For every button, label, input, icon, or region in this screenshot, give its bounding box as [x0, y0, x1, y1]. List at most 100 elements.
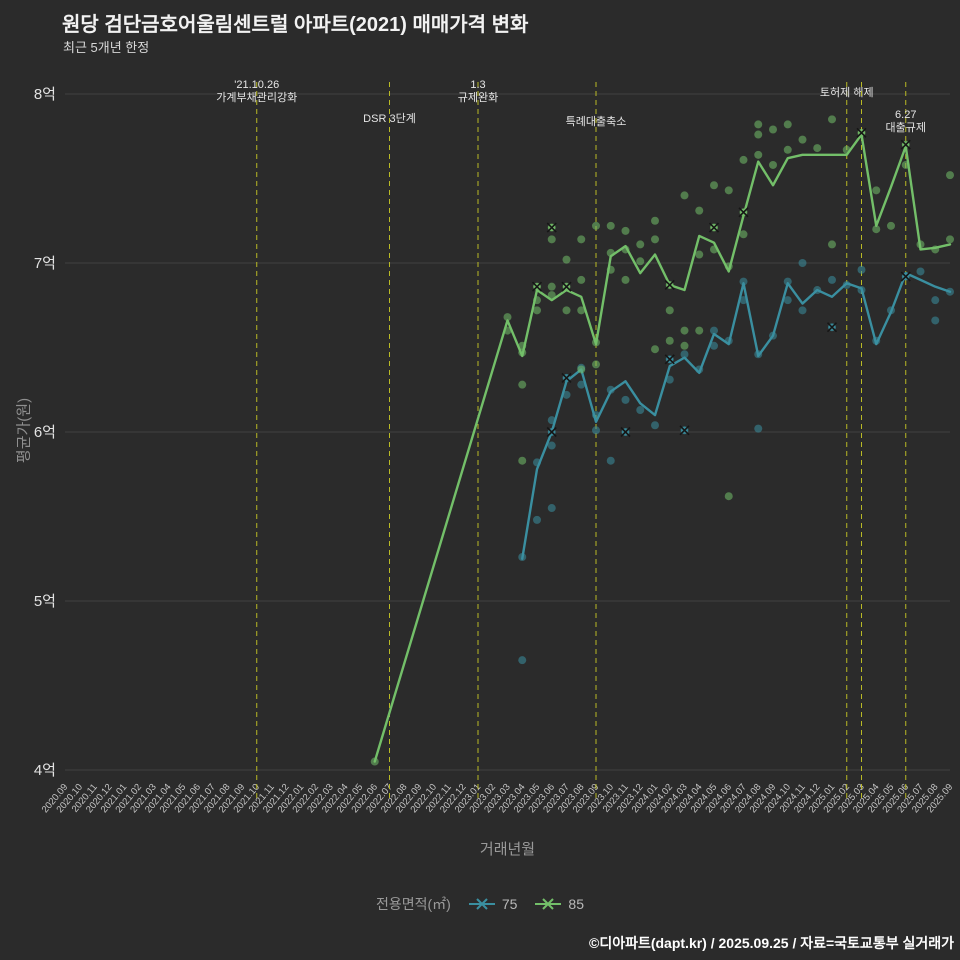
data-point[interactable]: [547, 291, 556, 300]
series-85: [370, 115, 954, 766]
y-axis-label: 평균가(원): [15, 397, 33, 464]
data-point[interactable]: [636, 406, 645, 415]
data-point[interactable]: [783, 296, 792, 305]
data-point[interactable]: [931, 316, 940, 325]
data-point[interactable]: [916, 267, 925, 276]
data-point[interactable]: [680, 191, 689, 200]
data-point[interactable]: [695, 206, 704, 215]
data-point[interactable]: [754, 150, 763, 159]
data-point[interactable]: [769, 125, 777, 134]
x-marker-icon: [620, 426, 631, 438]
data-point[interactable]: [665, 306, 674, 315]
data-point[interactable]: [606, 456, 615, 465]
data-point[interactable]: [651, 216, 659, 225]
data-point[interactable]: [547, 235, 556, 244]
data-point[interactable]: [739, 155, 748, 164]
data-point[interactable]: [828, 240, 836, 249]
data-point[interactable]: [769, 160, 777, 169]
data-point[interactable]: [562, 390, 571, 399]
data-point[interactable]: [828, 275, 836, 284]
data-point[interactable]: [872, 225, 881, 234]
data-point[interactable]: [783, 120, 792, 129]
data-point[interactable]: [621, 275, 630, 284]
data-point[interactable]: [577, 365, 586, 374]
x-axis-ticks: 2020.092020.102020.112020.122021.012021.…: [40, 782, 956, 815]
data-point[interactable]: [577, 306, 586, 315]
data-point[interactable]: [533, 515, 541, 524]
data-point[interactable]: [547, 282, 556, 291]
event-label: 특례대출축소: [566, 115, 627, 128]
data-point[interactable]: [754, 130, 763, 139]
data-point[interactable]: [872, 186, 881, 195]
data-point[interactable]: [946, 235, 954, 244]
data-point[interactable]: [665, 336, 674, 345]
data-point[interactable]: [798, 259, 807, 267]
data-point[interactable]: [739, 277, 748, 286]
data-point[interactable]: [651, 421, 659, 430]
data-point[interactable]: [813, 144, 822, 153]
data-point[interactable]: [562, 306, 571, 315]
event-label: 6.27: [895, 109, 916, 121]
data-point[interactable]: [695, 250, 704, 259]
data-point[interactable]: [724, 492, 733, 501]
data-point[interactable]: [680, 326, 689, 335]
event-label: 규제완화: [458, 91, 498, 104]
data-point[interactable]: [798, 306, 807, 315]
data-point[interactable]: [857, 265, 866, 274]
data-point[interactable]: [680, 341, 689, 350]
legend-item-label: 75: [501, 896, 518, 912]
data-point[interactable]: [503, 313, 512, 322]
data-point[interactable]: [680, 350, 689, 359]
data-point[interactable]: [783, 145, 792, 154]
x-marker-icon: [664, 279, 675, 291]
data-point[interactable]: [577, 380, 586, 389]
legend-item-85[interactable]: 85: [535, 896, 584, 912]
legend-title: 전용면적(㎡): [375, 896, 451, 912]
data-point[interactable]: [592, 221, 600, 230]
data-point[interactable]: [606, 385, 615, 394]
data-point[interactable]: [754, 424, 763, 433]
data-point[interactable]: [651, 235, 659, 244]
data-point[interactable]: [547, 441, 556, 450]
legend-item-75[interactable]: 75: [468, 896, 518, 912]
data-point[interactable]: [636, 257, 645, 266]
data-point[interactable]: [710, 341, 718, 350]
series-75: [518, 259, 954, 665]
data-point[interactable]: [606, 221, 615, 230]
data-point[interactable]: [621, 395, 630, 404]
data-point[interactable]: [592, 360, 600, 369]
data-point[interactable]: [946, 171, 954, 180]
data-point[interactable]: [798, 135, 807, 144]
event-label: DSR 3단계: [363, 112, 416, 125]
data-point[interactable]: [783, 277, 792, 286]
avg-line-75: [521, 271, 952, 560]
data-point[interactable]: [665, 375, 674, 384]
y-tick-label: 4억: [34, 762, 56, 779]
data-point[interactable]: [710, 181, 718, 190]
data-point[interactable]: [518, 456, 527, 465]
data-point[interactable]: [518, 380, 527, 389]
data-point[interactable]: [931, 296, 940, 305]
y-tick-label: 7억: [34, 255, 56, 272]
data-point[interactable]: [577, 235, 586, 244]
data-point[interactable]: [533, 306, 541, 315]
data-point[interactable]: [547, 504, 556, 513]
event-label: 1.3: [470, 79, 485, 91]
data-point[interactable]: [724, 186, 733, 195]
x-marker-icon: [531, 281, 543, 292]
data-point[interactable]: [828, 115, 836, 124]
legend-marker-icon: [535, 898, 562, 910]
data-point[interactable]: [562, 255, 571, 264]
data-point[interactable]: [621, 226, 630, 235]
data-point[interactable]: [636, 240, 645, 249]
data-point[interactable]: [518, 656, 527, 665]
data-point[interactable]: [887, 221, 895, 230]
data-point[interactable]: [651, 345, 659, 354]
data-point[interactable]: [754, 120, 763, 129]
data-point[interactable]: [577, 275, 586, 284]
data-point[interactable]: [592, 426, 600, 435]
data-point[interactable]: [739, 230, 748, 239]
data-point[interactable]: [695, 326, 704, 335]
data-point[interactable]: [710, 326, 718, 335]
